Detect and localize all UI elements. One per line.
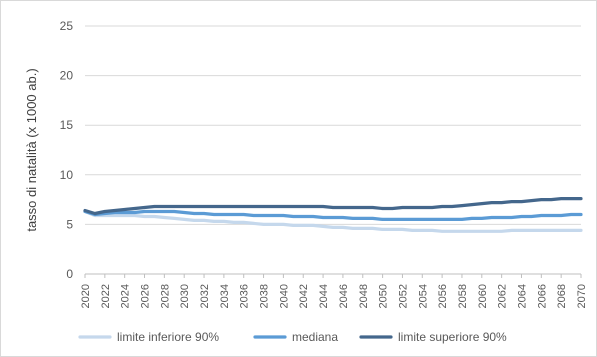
x-tick-label: 2054 (417, 284, 429, 308)
x-tick-label: 2042 (298, 284, 310, 308)
y-tick-labels: 0 5 10 15 20 25 (60, 19, 74, 281)
x-tick-label: 2044 (318, 284, 330, 308)
x-tick-label: 2070 (576, 284, 588, 308)
x-tick-label: 2056 (437, 284, 449, 308)
x-tick-label: 2032 (199, 284, 211, 308)
x-tick-label: 2068 (556, 284, 568, 308)
x-tick-label: 2022 (100, 284, 112, 308)
x-tick-label: 2020 (80, 284, 92, 308)
x-tick-label: 2052 (397, 284, 409, 308)
y-axis-label: tasso di natalità (x 1000 ab.) (24, 68, 39, 231)
x-tick-label: 2038 (259, 284, 271, 308)
legend-label: limite inferiore 90% (117, 330, 219, 344)
y-tick-label: 5 (66, 217, 73, 231)
x-tick-label: 2028 (159, 284, 171, 308)
y-tick-label: 0 (66, 267, 73, 281)
legend-label: mediana (292, 330, 338, 344)
series-line-1 (83, 209, 583, 233)
y-tick-label: 25 (60, 19, 74, 33)
x-axis (84, 273, 582, 278)
series-line-2 (83, 209, 583, 221)
x-tick-label: 2066 (536, 284, 548, 308)
series-lines (83, 197, 583, 233)
y-tick-label: 10 (60, 168, 74, 182)
x-tick-label: 2048 (358, 284, 370, 308)
x-tick-label: 2026 (140, 284, 152, 308)
x-tick-labels: 2020 2022 2024 2026 2028 2030 2032 2034 2036 2038… (80, 284, 588, 308)
x-tick-label: 2050 (378, 284, 390, 308)
x-tick-label: 2064 (516, 284, 528, 308)
y-tick-label: 15 (60, 118, 74, 132)
x-tick-label: 2062 (497, 284, 509, 308)
y-tick-label: 20 (60, 69, 74, 83)
gridlines (85, 25, 581, 225)
x-tick-label: 2046 (338, 284, 350, 308)
x-tick-label: 2040 (278, 284, 290, 308)
x-tick-label: 2030 (179, 284, 191, 308)
x-tick-label: 2036 (239, 284, 251, 308)
legend: limite inferiore 90% mediana limite superi… (78, 330, 507, 344)
x-tick-label: 2060 (477, 284, 489, 308)
x-tick-label: 2034 (219, 284, 231, 308)
x-tick-label: 2058 (457, 284, 469, 308)
series-line-3 (83, 197, 583, 216)
legend-label: limite superiore 90% (398, 330, 507, 344)
x-tick-label: 2024 (120, 284, 132, 308)
